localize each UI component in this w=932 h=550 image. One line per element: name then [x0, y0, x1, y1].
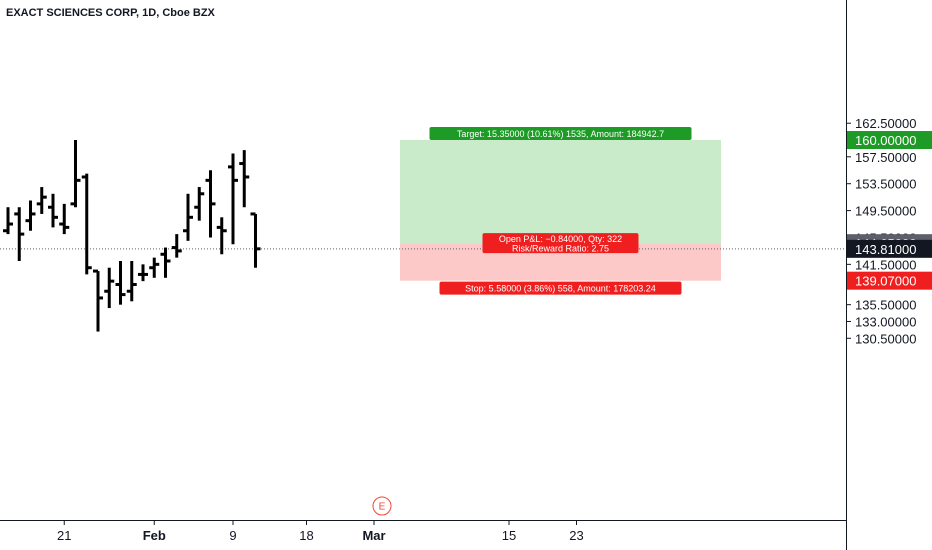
target-price-tag: 160.00000: [847, 131, 932, 150]
current-price-tag-text: 143.81000: [855, 242, 916, 257]
stop-price-tag-bg: [847, 271, 932, 290]
ohlc-bar: [160, 247, 171, 278]
earnings-marker: E: [372, 496, 392, 516]
target-price-tag-bg: [847, 131, 932, 150]
pnl-label-text: Open P&L: −0.84000, Qty: 322: [499, 234, 622, 244]
time-tick-label: 15: [502, 528, 516, 543]
ohlc-bar: [228, 153, 238, 245]
earnings-letter: E: [379, 502, 386, 513]
ohlc-bar: [239, 150, 250, 208]
price-tick-label: 157.50000: [855, 150, 916, 165]
price-tick-label: 149.50000: [855, 204, 916, 219]
time-tick-label: 21: [57, 528, 71, 543]
pnl-label: Open P&L: −0.84000, Qty: 322Risk/Reward …: [482, 233, 639, 254]
time-tick-label: Feb: [143, 528, 166, 543]
ohlc-bar: [70, 140, 81, 208]
target-zone: [400, 140, 721, 244]
ohlc-bar: [14, 207, 25, 261]
time-tick-label: 9: [229, 528, 236, 543]
ohlc-bar: [25, 200, 36, 231]
stop-label-text: Stop: 5.58000 (3.86%) 558, Amount: 17820…: [465, 284, 656, 294]
ohlc-bar: [59, 203, 70, 235]
time-tick-label: 18: [299, 528, 313, 543]
target-label-text: Target: 15.35000 (10.61%) 1535, Amount: …: [457, 129, 664, 139]
target-label-bg: [429, 127, 692, 141]
ohlc-bar: [115, 260, 126, 305]
stop-label: Stop: 5.58000 (3.86%) 558, Amount: 17820…: [439, 281, 682, 295]
ohlc-bar: [81, 173, 92, 275]
price-tick-label: 133.00000: [855, 314, 916, 329]
ohlc-bar: [171, 234, 182, 258]
price-tick-label: 141.50000: [855, 257, 916, 272]
chart-title: EXACT SCIENCES CORP, 1D, Cboe BZX: [6, 7, 215, 19]
ohlc-bar: [216, 217, 227, 255]
target-price-tag-text: 160.00000: [855, 133, 916, 148]
pnl-label-bg: [482, 233, 639, 254]
ohlc-bar: [126, 260, 137, 302]
ohlc-bar: [3, 207, 13, 235]
exchange: Cboe BZX: [162, 7, 215, 19]
ohlc-bar: [194, 187, 205, 221]
pnl-label-text: Risk/Reward Ratio: 2.75: [512, 244, 609, 254]
time-tick-label: Mar: [362, 528, 385, 543]
price-tick-label: 162.50000: [855, 116, 916, 131]
interval: 1D: [142, 7, 157, 19]
ohlc-bar: [149, 257, 160, 278]
stop-price-tag-text: 139.07000: [855, 274, 916, 289]
price-tick-label: 130.50000: [855, 331, 916, 346]
ohlc-bar: [104, 267, 115, 309]
ohlc-bar: [250, 212, 261, 268]
target-label: Target: 15.35000 (10.61%) 1535, Amount: …: [429, 127, 692, 141]
ohlc-bar: [93, 269, 103, 332]
time-tick-label: 23: [569, 528, 583, 543]
current-price-tag-bg: [847, 239, 932, 258]
ohlc-bar: [48, 193, 58, 228]
ohlc-bar: [205, 170, 216, 238]
stop-label-bg: [439, 281, 682, 295]
ohlc-bar: [36, 187, 47, 214]
price-tick-label: 135.50000: [855, 298, 916, 313]
stop-price-tag: 139.07000: [847, 271, 932, 290]
ohlc-bar: [183, 193, 193, 241]
current-price-tag: 143.81000: [847, 239, 932, 258]
symbol-name: EXACT SCIENCES CORP: [6, 7, 136, 19]
ohlc-bar: [138, 264, 148, 282]
price-tick-label: 153.50000: [855, 177, 916, 192]
earnings-circle: [372, 496, 392, 516]
